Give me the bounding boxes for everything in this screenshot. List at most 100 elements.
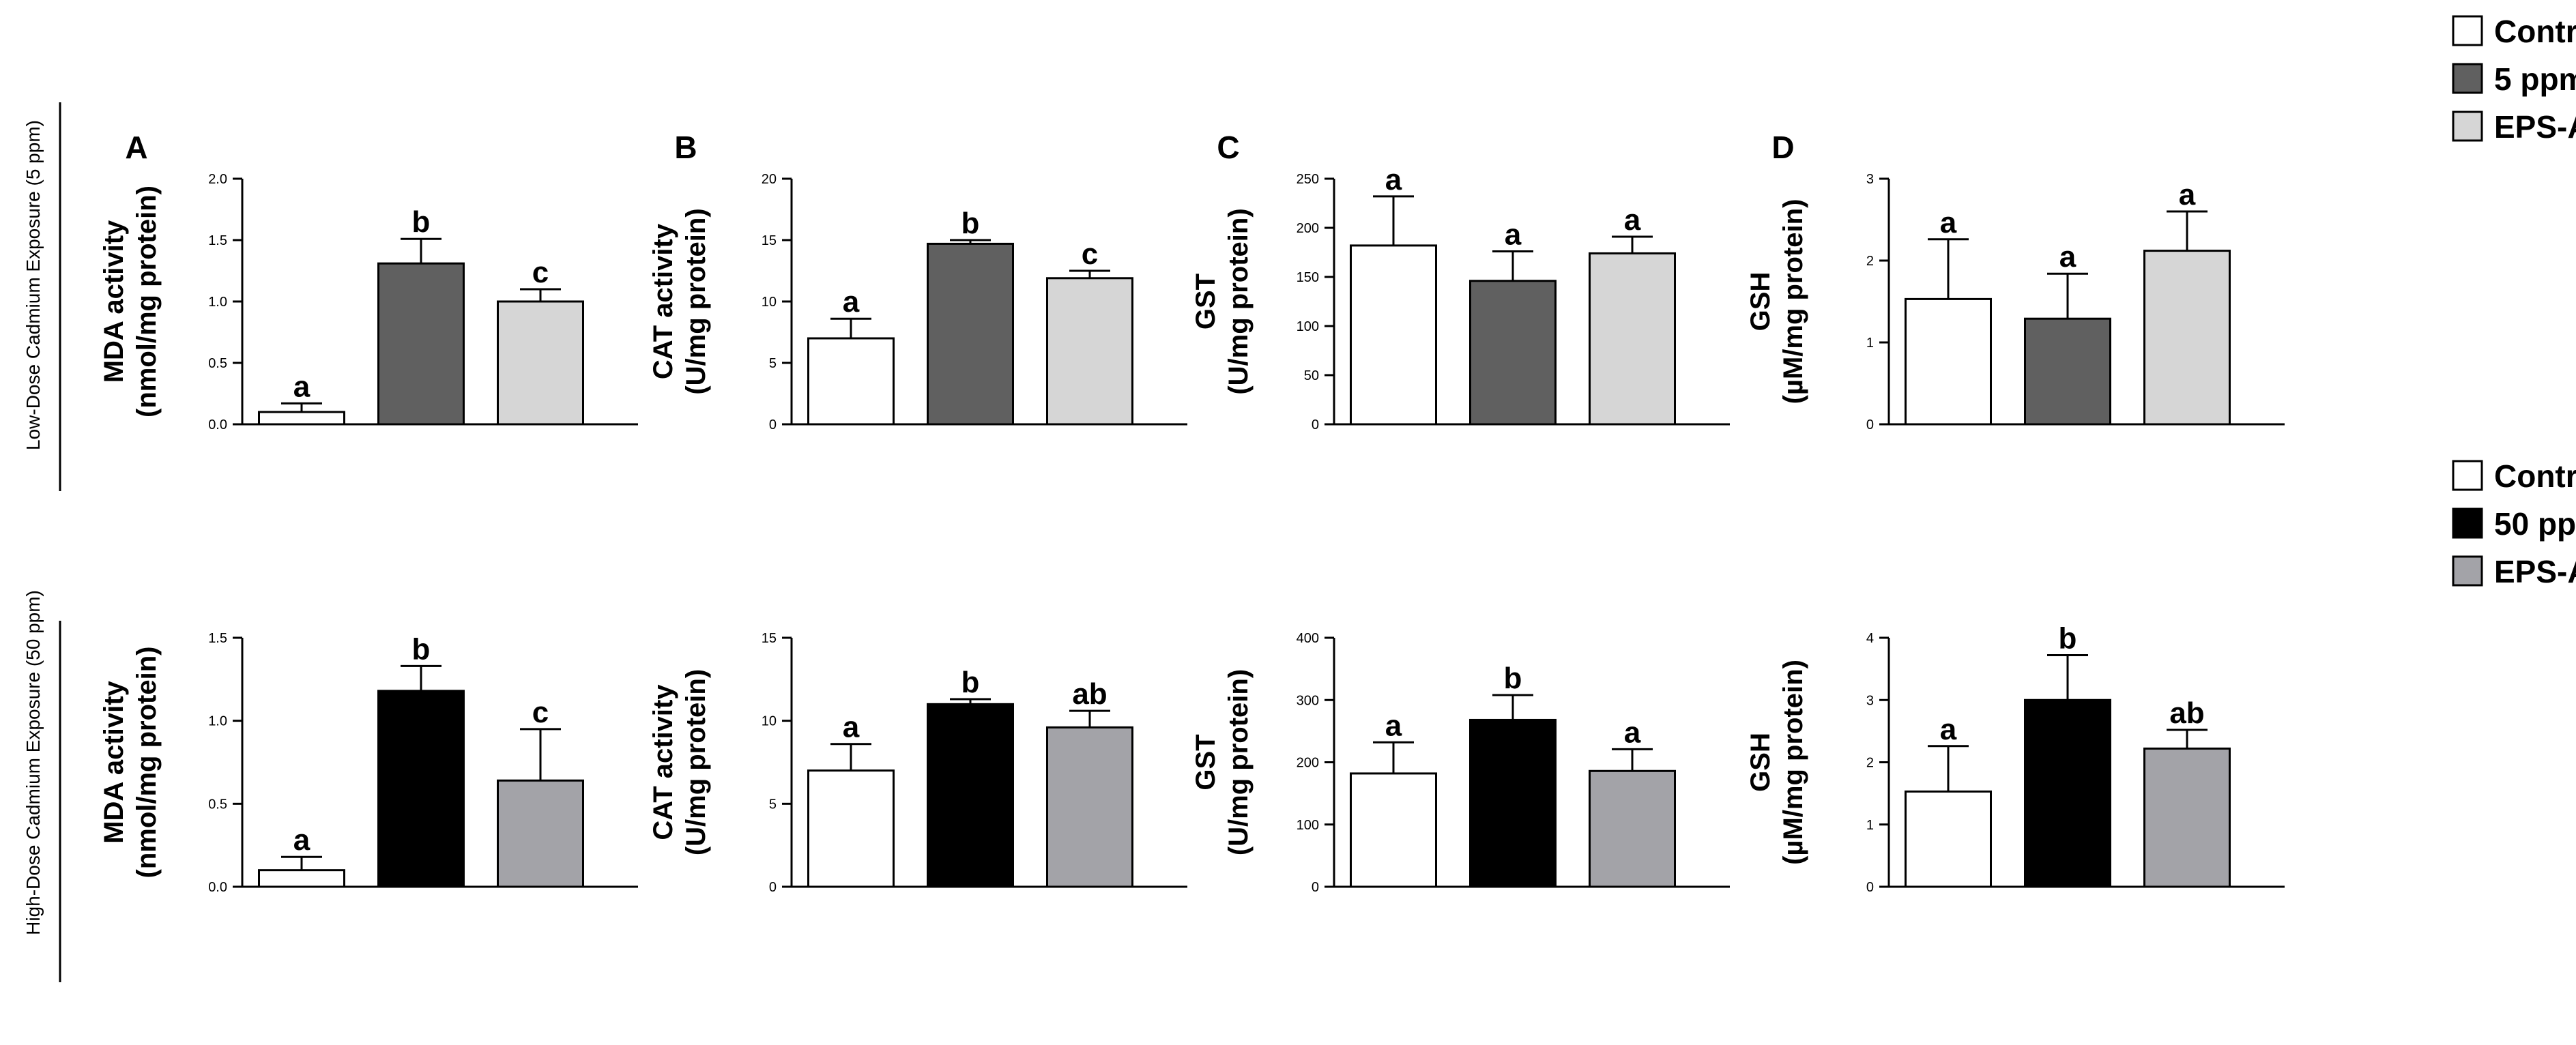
tick-label: 200 xyxy=(1297,221,1319,236)
tick-label: 5 xyxy=(769,797,777,812)
y-axis-title: GSH xyxy=(1746,272,1776,332)
tick-label: 1 xyxy=(1866,336,1874,351)
significance-letter: b xyxy=(961,207,980,240)
y-axis-units: (µM/mg protein) xyxy=(1778,199,1808,404)
bar xyxy=(1046,726,1133,888)
legend-label: Control xyxy=(2494,14,2576,49)
legend-label: 50 ppm Cd xyxy=(2494,506,2576,542)
tick-label: 1 xyxy=(1866,818,1874,833)
significance-letter: ab xyxy=(2169,696,2204,730)
bar xyxy=(2024,698,2111,888)
y-axis-title: CAT activity xyxy=(648,684,678,840)
bar xyxy=(1905,790,1992,888)
panel-letter: C xyxy=(1217,130,1239,165)
tick-label: 0 xyxy=(769,417,777,432)
y-axis-units: (nmol/mg protein) xyxy=(132,647,162,879)
legend-swatch xyxy=(2452,15,2483,46)
tick-label: 1.0 xyxy=(208,714,227,729)
y-axis-title: GST xyxy=(1191,274,1221,329)
tick-label: 5 xyxy=(769,356,777,371)
bar xyxy=(1469,718,1557,888)
legend-label: EPS-AN8 / 5 ppm Cd xyxy=(2494,109,2576,145)
bar xyxy=(258,411,345,426)
tick-label: 3 xyxy=(1866,172,1874,187)
significance-letter: b xyxy=(412,632,431,666)
tick-label: 1.5 xyxy=(208,233,227,248)
legend-label: 5 ppm Cd xyxy=(2494,61,2576,97)
y-axis-units: (U/mg protein) xyxy=(681,669,711,855)
row-label: High-Dose Cadmium Exposure (50 ppm) xyxy=(23,590,44,935)
bar xyxy=(927,703,1014,888)
bar xyxy=(1589,252,1676,426)
significance-letter: a xyxy=(1624,203,1641,237)
significance-letter: a xyxy=(293,823,310,857)
tick-label: 150 xyxy=(1297,270,1319,285)
significance-letter: a xyxy=(2179,178,2196,211)
bar xyxy=(2143,747,2231,888)
significance-letter: a xyxy=(2059,240,2076,274)
tick-label: 4 xyxy=(1866,631,1874,646)
tick-label: 1.0 xyxy=(208,295,227,310)
tick-label: 0 xyxy=(1312,880,1319,895)
significance-letter: a xyxy=(843,285,860,319)
tick-label: 0 xyxy=(1866,417,1874,432)
tick-label: 50 xyxy=(1304,368,1319,383)
panel-letter: B xyxy=(674,130,697,165)
row-label: Low-Dose Cadmium Exposure (5 ppm) xyxy=(23,120,44,450)
bar xyxy=(1469,280,1557,426)
significance-letter: ab xyxy=(1072,677,1107,711)
significance-letter: a xyxy=(1385,709,1402,742)
panel-letter: A xyxy=(125,130,147,165)
bar xyxy=(258,869,345,888)
significance-letter: b xyxy=(1504,662,1522,695)
y-axis-title: CAT activity xyxy=(648,223,678,379)
panel-letter: D xyxy=(1771,130,1794,165)
tick-label: 2 xyxy=(1866,254,1874,269)
bar xyxy=(377,690,465,888)
bar xyxy=(377,262,465,426)
y-axis-units: (nmol/mg protein) xyxy=(132,186,162,417)
significance-letter: c xyxy=(532,256,549,289)
significance-letter: c xyxy=(532,696,549,729)
significance-letter: a xyxy=(1505,218,1522,252)
tick-label: 0.0 xyxy=(208,417,227,432)
bar xyxy=(1589,769,1676,888)
y-axis-title: GST xyxy=(1191,734,1221,790)
y-axis-units: (µM/mg protein) xyxy=(1778,660,1808,865)
bar xyxy=(1046,277,1133,426)
bar xyxy=(1350,244,1437,426)
significance-letter: a xyxy=(843,711,860,744)
bar xyxy=(1350,772,1437,888)
tick-label: 100 xyxy=(1297,818,1319,833)
y-axis-title: MDA activity xyxy=(99,680,129,843)
tick-label: 1.5 xyxy=(208,631,227,646)
tick-label: 300 xyxy=(1297,693,1319,708)
y-axis-title: MDA activity xyxy=(99,220,129,383)
tick-label: 2 xyxy=(1866,756,1874,771)
significance-letter: a xyxy=(1624,716,1641,749)
y-axis-units: (U/mg protein) xyxy=(1224,669,1254,855)
tick-label: 0 xyxy=(769,880,777,895)
tick-label: 15 xyxy=(762,631,777,646)
tick-label: 20 xyxy=(762,172,777,187)
tick-label: 0 xyxy=(1312,417,1319,432)
bar xyxy=(2024,317,2111,426)
significance-letter: b xyxy=(961,666,980,699)
tick-label: 2.0 xyxy=(208,172,227,187)
significance-letter: a xyxy=(1385,163,1402,196)
y-axis-title: GSH xyxy=(1746,733,1776,792)
tick-label: 0 xyxy=(1866,880,1874,895)
bar xyxy=(497,300,584,426)
tick-label: 400 xyxy=(1297,631,1319,646)
bar xyxy=(927,242,1014,426)
bar xyxy=(807,769,895,888)
significance-letter: c xyxy=(1082,237,1098,271)
bar xyxy=(497,779,584,888)
tick-label: 15 xyxy=(762,233,777,248)
tick-label: 200 xyxy=(1297,756,1319,771)
y-axis-units: (U/mg protein) xyxy=(681,208,711,394)
legend-swatch xyxy=(2452,111,2483,142)
legend-swatch xyxy=(2452,460,2483,491)
bar xyxy=(2143,250,2231,426)
